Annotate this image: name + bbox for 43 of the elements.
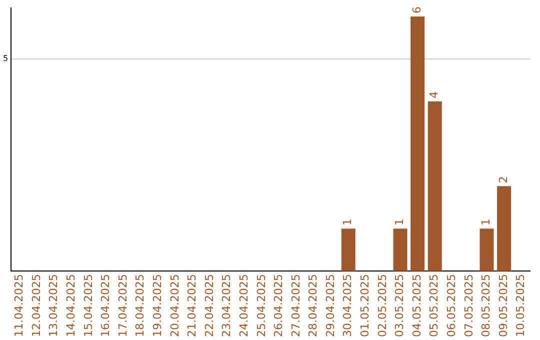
data-label: 1	[480, 218, 493, 226]
x-tick-label: 14.04.2025	[64, 274, 78, 338]
x-tick-label: 26.04.2025	[272, 274, 286, 338]
x-tick-label: 01.05.2025	[358, 274, 372, 338]
x-tick-label: 02.05.2025	[376, 274, 389, 338]
x-tick-label: 29.04.2025	[324, 274, 337, 338]
x-tick-label: 03.05.2025	[393, 274, 406, 338]
x-tick-label: 08.05.2025	[480, 274, 493, 338]
x-tick-label: 09.05.2025	[496, 274, 510, 338]
x-tick-label: 05.05.2025	[428, 274, 441, 338]
x-tick-label: 10.05.2025	[514, 274, 528, 338]
x-tick-label: 16.04.2025	[99, 274, 112, 338]
bar	[410, 16, 425, 272]
bar	[341, 228, 356, 272]
data-label: 4	[428, 91, 441, 98]
x-tick-label: 15.04.2025	[82, 274, 95, 338]
x-tick-label: 12.04.2025	[30, 274, 43, 338]
x-tick-label: 27.04.2025	[289, 274, 302, 338]
x-tick-label: 21.04.2025	[186, 274, 199, 338]
data-label: 6	[410, 6, 424, 14]
bar	[428, 101, 442, 272]
x-tick-label: 23.04.2025	[220, 274, 234, 338]
bar	[497, 186, 512, 272]
x-tick-label: 25.04.2025	[254, 274, 268, 338]
x-tick-label: 07.05.2025	[462, 274, 476, 338]
x-tick-label: 19.04.2025	[150, 274, 164, 338]
x-tick-label: 24.04.2025	[237, 274, 250, 338]
data-label: 1	[341, 218, 354, 226]
bar	[480, 228, 494, 272]
data-label: 2	[496, 176, 510, 184]
bar	[393, 228, 408, 272]
x-tick-label: 06.05.2025	[445, 274, 458, 338]
x-tick-label: 04.05.2025	[410, 274, 424, 338]
x-tick-label: 11.04.2025	[12, 274, 26, 338]
x-tick-label: 30.04.2025	[341, 274, 354, 338]
x-tick-label: 13.04.2025	[47, 274, 60, 338]
x-tick-label: 22.04.2025	[202, 274, 216, 338]
x-tick-label: 20.04.2025	[168, 274, 182, 338]
data-label: 1	[393, 218, 406, 226]
x-tick-label: 18.04.2025	[134, 274, 147, 338]
y-tick-label: 5	[2, 54, 8, 63]
x-tick-label: 28.04.2025	[306, 274, 320, 338]
x-tick-label: 17.04.2025	[116, 274, 130, 338]
